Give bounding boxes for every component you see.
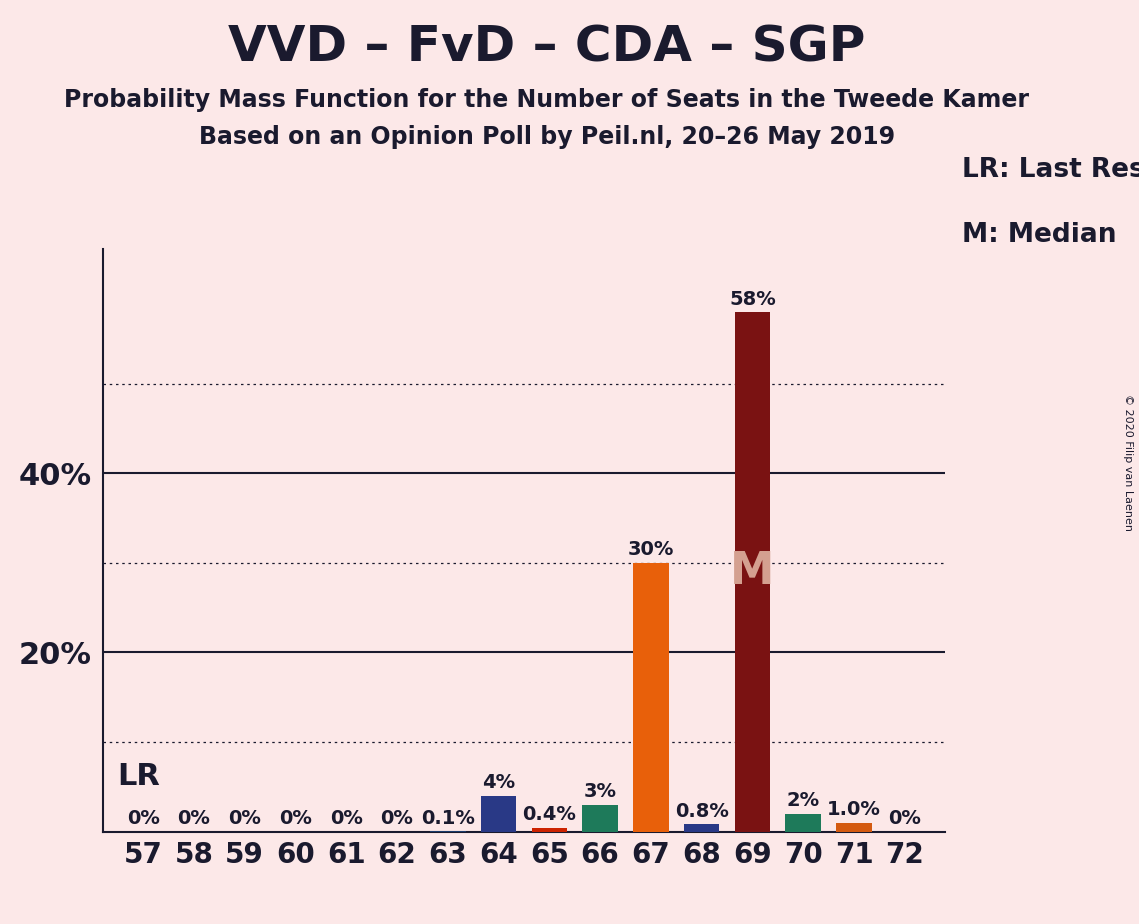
Text: M: M — [730, 551, 775, 593]
Text: M: Median: M: Median — [962, 222, 1117, 248]
Text: 0%: 0% — [279, 809, 312, 828]
Bar — [786, 814, 821, 832]
Text: 1.0%: 1.0% — [827, 800, 880, 819]
Text: Probability Mass Function for the Number of Seats in the Tweede Kamer: Probability Mass Function for the Number… — [64, 88, 1030, 112]
Text: 58%: 58% — [729, 289, 776, 309]
Bar — [481, 796, 516, 832]
Text: 0%: 0% — [126, 809, 159, 828]
Bar — [735, 312, 770, 832]
Text: © 2020 Filip van Laenen: © 2020 Filip van Laenen — [1123, 394, 1133, 530]
Text: Based on an Opinion Poll by Peil.nl, 20–26 May 2019: Based on an Opinion Poll by Peil.nl, 20–… — [198, 125, 895, 149]
Text: LR: LR — [117, 761, 161, 791]
Text: 3%: 3% — [583, 782, 616, 801]
Text: 2%: 2% — [787, 791, 820, 810]
Text: 0%: 0% — [330, 809, 362, 828]
Text: 0.1%: 0.1% — [420, 809, 475, 828]
Text: 4%: 4% — [482, 773, 515, 792]
Text: 0%: 0% — [178, 809, 211, 828]
Bar — [836, 822, 871, 832]
Text: 0%: 0% — [888, 809, 921, 828]
Bar — [683, 824, 720, 832]
Text: 0.4%: 0.4% — [523, 806, 576, 824]
Text: 0.8%: 0.8% — [674, 802, 729, 821]
Text: LR: Last Result: LR: Last Result — [962, 157, 1139, 183]
Text: 0%: 0% — [228, 809, 261, 828]
Text: 30%: 30% — [628, 541, 674, 559]
Text: 0%: 0% — [380, 809, 413, 828]
Bar — [582, 805, 617, 832]
Bar — [532, 828, 567, 832]
Bar — [633, 563, 669, 832]
Text: VVD – FvD – CDA – SGP: VVD – FvD – CDA – SGP — [228, 23, 866, 71]
